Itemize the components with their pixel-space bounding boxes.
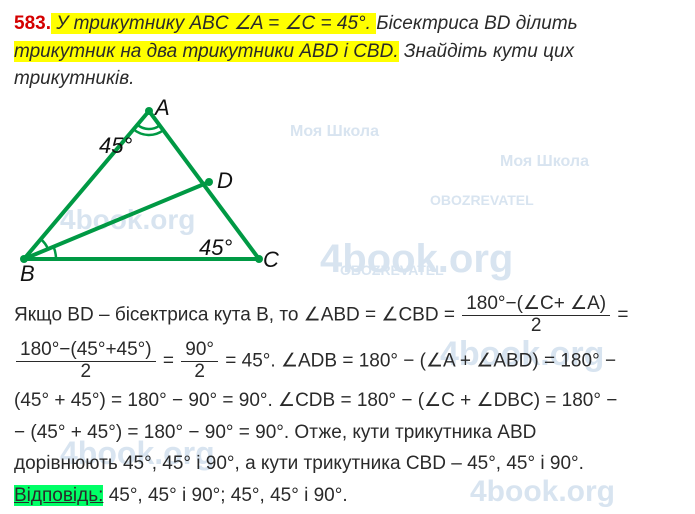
sol-s5: дорівнюють 45°, 45° і 90°, а кути трикут… xyxy=(14,450,681,478)
svg-text:A: A xyxy=(153,99,170,120)
sol-s3: (45° + 45°) = 180° − 90° = 90°. ∠CDB = 1… xyxy=(14,387,681,415)
frac-3: 90° 2 xyxy=(179,340,220,383)
problem-number: 583. xyxy=(14,13,51,34)
problem-line3: трикутників. xyxy=(14,68,134,89)
sol-s2: = 45°. ∠ADB = 180° − (∠A + ∠ABD) = 180° … xyxy=(225,351,616,372)
frac-1: 180°−(∠C+ ∠A) 2 xyxy=(460,294,612,337)
svg-text:45°: 45° xyxy=(99,133,132,158)
svg-text:45°: 45° xyxy=(199,235,232,260)
solution-block: Якщо BD – бісектриса кута B, то ∠ABD = ∠… xyxy=(14,294,681,510)
sol-s1: Якщо BD – бісектриса кута B, то ∠ABD = ∠… xyxy=(14,304,460,325)
svg-text:B: B xyxy=(20,261,35,284)
answer-label: Відповідь: xyxy=(14,485,103,506)
problem-line2b: Знайдіть кути цих xyxy=(399,41,574,62)
answer-text: 45°, 45° і 90°; 45°, 45° і 90°. xyxy=(103,485,347,506)
problem-text: 583. У трикутнику ABC ∠A = ∠C = 45°. Біс… xyxy=(14,10,681,93)
svg-text:D: D xyxy=(217,168,233,193)
sol-s4: − (45° + 45°) = 180° − 90° = 90°. Отже, … xyxy=(14,419,681,447)
triangle-diagram: A B C D 45° 45° xyxy=(14,99,294,284)
problem-line2: трикутник на два трикутники ABD і CBD. xyxy=(14,41,399,62)
frac-2: 180°−(45°+45°) 2 xyxy=(14,340,158,383)
problem-line1a: У трикутнику ABC ∠A = ∠C = 45°. xyxy=(51,13,376,34)
problem-line1b: Бісектриса BD ділить xyxy=(376,13,577,34)
svg-text:C: C xyxy=(263,247,279,272)
